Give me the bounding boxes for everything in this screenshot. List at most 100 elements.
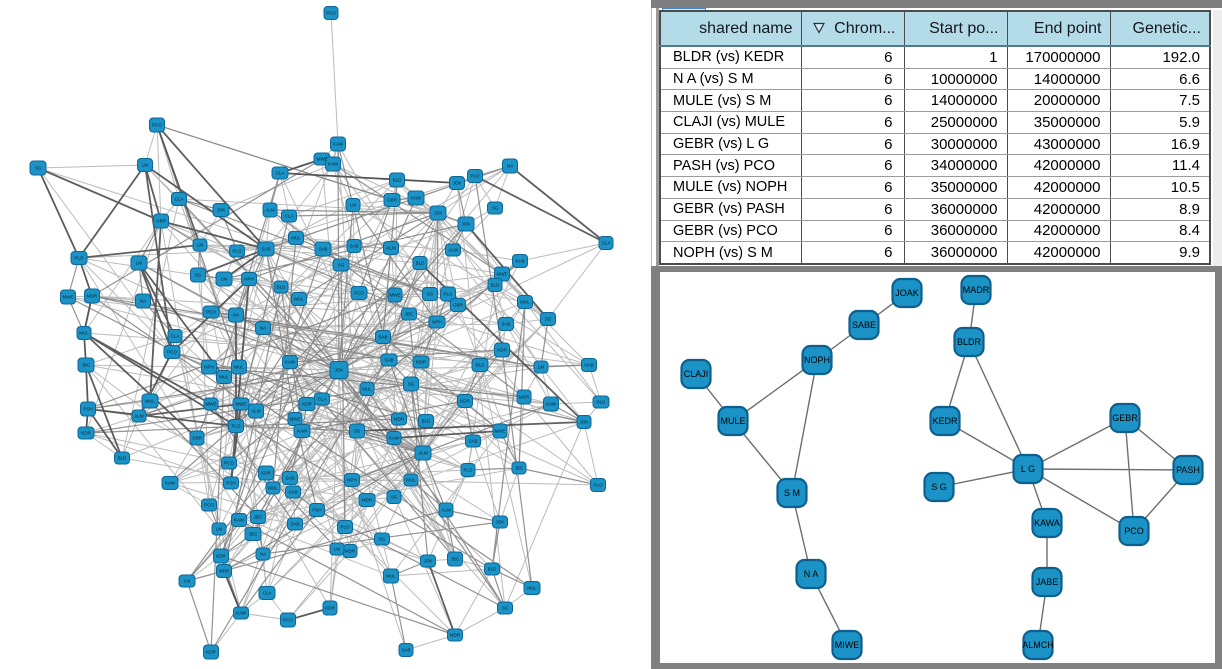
svg-text:BLD: BLD: [476, 363, 486, 368]
svg-text:NA: NA: [140, 299, 146, 304]
svg-text:N A: N A: [804, 569, 819, 579]
svg-text:KAW: KAW: [411, 196, 422, 201]
svg-text:MWE: MWE: [317, 157, 328, 162]
svg-text:PSH: PSH: [312, 508, 321, 513]
svg-text:SAB: SAB: [468, 439, 477, 444]
svg-text:JOK: JOK: [580, 420, 589, 425]
svg-text:SAB: SAB: [285, 476, 294, 481]
svg-text:PCO: PCO: [283, 618, 293, 623]
svg-text:SG: SG: [354, 429, 361, 434]
svg-text:NA: NA: [233, 313, 239, 318]
svg-text:MDR: MDR: [416, 360, 427, 365]
svg-text:MULE: MULE: [720, 416, 745, 426]
svg-text:PCO: PCO: [1124, 526, 1144, 536]
svg-text:MWE: MWE: [206, 402, 217, 407]
svg-text:PLO: PLO: [443, 292, 453, 297]
svg-text:KDR: KDR: [460, 399, 470, 404]
svg-text:LM: LM: [538, 365, 545, 370]
svg-text:NA: NA: [507, 164, 513, 169]
svg-text:MUL: MUL: [291, 236, 301, 241]
svg-text:LM: LM: [184, 579, 191, 584]
svg-text:MUL: MUL: [145, 399, 155, 404]
svg-text:PCO: PCO: [167, 350, 177, 355]
svg-text:CLA: CLA: [318, 397, 327, 402]
svg-text:LM: LM: [216, 527, 223, 532]
svg-text:NPH: NPH: [244, 277, 254, 282]
svg-text:MWE: MWE: [63, 295, 74, 300]
svg-text:CLA: CLA: [602, 241, 611, 246]
svg-text:JBC: JBC: [249, 532, 258, 537]
svg-text:PLO: PLO: [593, 483, 603, 488]
svg-text:KDR: KDR: [216, 554, 226, 559]
svg-text:JBC: JBC: [254, 515, 263, 520]
svg-text:SG: SG: [379, 537, 386, 542]
svg-text:ALM: ALM: [441, 508, 451, 513]
svg-text:LM: LM: [142, 163, 149, 168]
svg-text:KAW: KAW: [389, 436, 400, 441]
svg-text:MUL: MUL: [527, 586, 537, 591]
svg-text:NA: NA: [260, 326, 266, 331]
svg-text:SG: SG: [408, 382, 415, 387]
svg-text:MWE: MWE: [390, 293, 401, 298]
svg-text:MDR: MDR: [450, 633, 461, 638]
svg-text:MUL: MUL: [79, 331, 89, 336]
svg-text:BLD: BLD: [393, 178, 403, 183]
svg-text:SG: SG: [502, 606, 509, 611]
svg-text:KDR: KDR: [302, 402, 312, 407]
svg-text:SAB: SAB: [349, 244, 358, 249]
svg-text:KAW: KAW: [236, 611, 247, 616]
svg-text:KDR: KDR: [261, 471, 271, 476]
svg-text:PCO: PCO: [354, 291, 364, 296]
svg-text:NOPH: NOPH: [804, 355, 830, 365]
svg-text:PLO: PLO: [231, 424, 241, 429]
svg-text:PCO: PCO: [206, 310, 216, 315]
svg-text:BLD: BLD: [277, 285, 287, 290]
svg-text:JBC: JBC: [82, 363, 91, 368]
svg-text:MDR: MDR: [87, 294, 98, 299]
svg-text:BLD: BLD: [488, 567, 498, 572]
svg-text:MADR: MADR: [963, 285, 990, 295]
svg-text:PCO: PCO: [326, 11, 336, 16]
svg-text:JBC: JBC: [451, 557, 460, 562]
svg-text:MUL: MUL: [362, 387, 372, 392]
svg-text:ALMCH: ALMCH: [1022, 640, 1054, 650]
svg-text:SAB: SAB: [261, 247, 270, 252]
svg-text:ALM: ALM: [251, 409, 261, 414]
svg-text:BLD: BLD: [491, 283, 501, 288]
svg-text:NPH: NPH: [432, 320, 442, 325]
svg-text:MIWE: MIWE: [835, 640, 860, 650]
svg-text:JOK: JOK: [434, 211, 443, 216]
svg-text:MUL: MUL: [520, 300, 530, 305]
svg-text:JOK: JOK: [453, 181, 462, 186]
svg-text:ALM: ALM: [386, 246, 396, 251]
svg-text:SAB: SAB: [501, 322, 510, 327]
svg-text:PASH: PASH: [1176, 465, 1200, 475]
svg-text:PLO: PLO: [470, 174, 480, 179]
svg-text:JOK: JOK: [496, 520, 505, 525]
svg-text:GBR: GBR: [156, 219, 167, 224]
svg-text:KAW: KAW: [328, 162, 339, 167]
svg-text:MUL: MUL: [386, 574, 396, 579]
svg-text:MDR: MDR: [394, 417, 405, 422]
svg-text:BLD: BLD: [597, 400, 607, 405]
svg-text:PSH: PSH: [226, 481, 235, 486]
svg-text:NPH: NPH: [204, 365, 214, 370]
svg-text:JABE: JABE: [1036, 577, 1059, 587]
svg-text:JOK: JOK: [424, 559, 433, 564]
svg-text:MWE: MWE: [290, 417, 301, 422]
svg-text:KDR: KDR: [325, 606, 335, 611]
svg-text:BLD: BLD: [416, 261, 426, 266]
svg-text:SAB: SAB: [318, 247, 327, 252]
svg-text:SAB: SAB: [290, 522, 299, 527]
svg-text:JOK: JOK: [217, 208, 226, 213]
svg-text:SAB: SAB: [288, 490, 297, 495]
svg-text:KAW: KAW: [333, 142, 344, 147]
svg-text:JOAK: JOAK: [895, 288, 919, 298]
svg-text:JOK: JOK: [335, 368, 344, 373]
svg-text:SABE: SABE: [852, 320, 876, 330]
svg-text:LM: LM: [221, 277, 228, 282]
svg-text:NAB: NAB: [515, 259, 524, 264]
svg-text:MDR: MDR: [362, 498, 373, 503]
svg-text:PCO: PCO: [224, 461, 234, 466]
svg-text:ALM: ALM: [448, 248, 458, 253]
